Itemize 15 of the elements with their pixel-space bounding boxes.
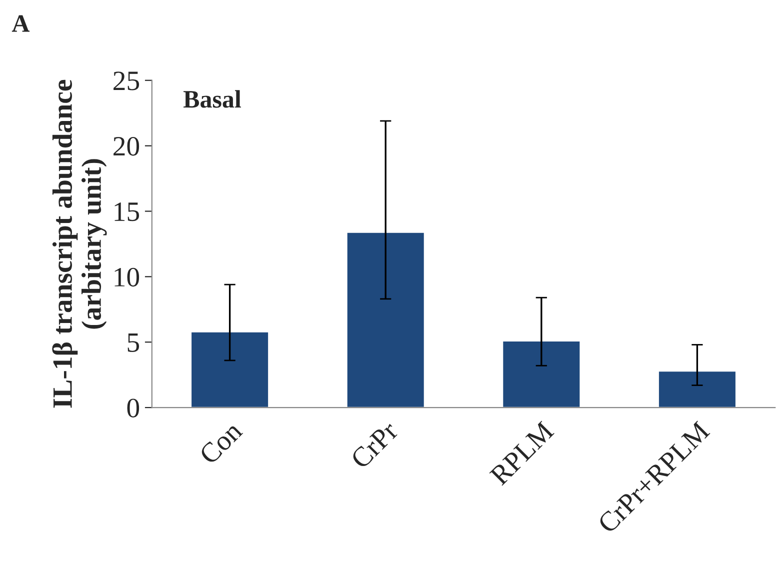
y-tick-label: 5 bbox=[128, 334, 140, 352]
y-tick-label: 0 bbox=[127, 398, 140, 418]
bar bbox=[658, 370, 737, 408]
y-tick-label: 10 bbox=[114, 268, 140, 287]
y-tick-label: 25 bbox=[114, 72, 140, 90]
y-tick-label: 20 bbox=[114, 136, 140, 156]
y-tick-label: 15 bbox=[114, 202, 140, 222]
bar bbox=[190, 330, 270, 408]
text: A bbox=[12, 15, 30, 32]
x-tick-label: CrPr bbox=[350, 420, 400, 470]
bar bbox=[502, 340, 582, 408]
x-tick-label: Con bbox=[198, 420, 244, 466]
bar bbox=[346, 231, 426, 408]
chart-title: Basal bbox=[183, 90, 241, 108]
y-axis-title: IL-1β transcript abundance (arbitary unit) bbox=[52, 80, 107, 408]
